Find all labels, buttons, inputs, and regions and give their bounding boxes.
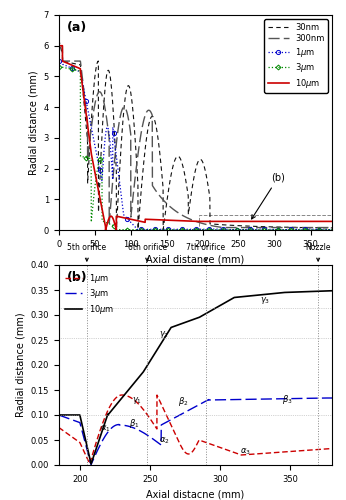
Text: $\gamma_2$: $\gamma_2$ — [159, 328, 169, 340]
Text: $\alpha_3$: $\alpha_3$ — [240, 446, 251, 457]
Text: $\alpha_1$: $\alpha_1$ — [100, 423, 110, 434]
Text: 7th orifice: 7th orifice — [186, 244, 226, 261]
Text: Nozzle: Nozzle — [306, 244, 331, 261]
Text: $\beta_1$: $\beta_1$ — [129, 418, 140, 430]
Legend: 30nm, 300nm, 1$\mu$m, 3$\mu$m, 10$\mu$m: 30nm, 300nm, 1$\mu$m, 3$\mu$m, 10$\mu$m — [264, 19, 328, 93]
Text: 5th orifice: 5th orifice — [67, 244, 107, 261]
Y-axis label: Radial distance (mm): Radial distance (mm) — [28, 70, 38, 175]
Bar — [199, 214, 332, 230]
Text: $\beta_2$: $\beta_2$ — [178, 394, 189, 407]
Text: (b): (b) — [252, 173, 285, 219]
Text: (b): (b) — [67, 271, 88, 284]
X-axis label: Axial distacne (mm): Axial distacne (mm) — [146, 490, 245, 500]
Y-axis label: Radial distance (mm): Radial distance (mm) — [15, 312, 25, 418]
Text: $\alpha_2$: $\alpha_2$ — [158, 436, 169, 446]
Text: $\beta_3$: $\beta_3$ — [282, 392, 293, 406]
Text: $\gamma_1$: $\gamma_1$ — [132, 396, 142, 406]
Text: $\gamma_3$: $\gamma_3$ — [260, 296, 270, 306]
Legend: 1$\mu$m, 3$\mu$m, 10$\mu$m: 1$\mu$m, 3$\mu$m, 10$\mu$m — [63, 269, 117, 318]
Text: (a): (a) — [67, 22, 87, 35]
Text: 6th orifice: 6th orifice — [128, 244, 167, 261]
X-axis label: Axial distance (mm): Axial distance (mm) — [146, 254, 245, 264]
